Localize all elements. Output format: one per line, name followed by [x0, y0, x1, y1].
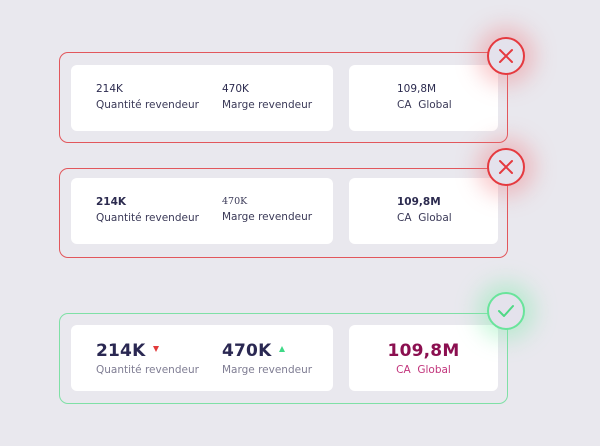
- global-revenue-card: 109,8M CA Global: [349, 178, 498, 244]
- margin-label: Marge revendeur: [222, 211, 313, 223]
- global-revenue-value: 109,8M: [387, 341, 460, 361]
- global-revenue-value: 109,8M: [397, 83, 437, 95]
- margin-value: 470K: [222, 83, 249, 95]
- quantity-metric: 214K Quantité revendeur: [96, 341, 199, 376]
- margin-metric: 470K Marge revendeur: [222, 341, 312, 376]
- quantity-value: 214K: [96, 196, 127, 208]
- reseller-kpi-card: 214K Quantité revendeur 470K Marge reven…: [71, 325, 333, 391]
- trend-up-icon: [279, 346, 286, 352]
- kpi-example-correct: 214K Quantité revendeur 470K Marge reven…: [59, 313, 508, 404]
- global-revenue-label: CA Global: [396, 364, 451, 376]
- global-revenue-value: 109,8M: [397, 196, 441, 208]
- margin-label: Marge revendeur: [222, 364, 313, 376]
- global-revenue-label: CA Global: [397, 99, 452, 111]
- x-icon: [487, 37, 525, 75]
- global-revenue-card: 109,8M CA Global: [349, 325, 498, 391]
- quantity-value-row: 214K: [96, 341, 199, 361]
- kpi-example-incorrect-1: 214K Quantité revendeur 470K Marge reven…: [59, 52, 508, 143]
- reseller-kpi-card: 214K Quantité revendeur 470K Marge reven…: [71, 65, 333, 131]
- global-revenue-metric: 109,8M CA Global: [397, 196, 452, 224]
- quantity-value: 214K: [96, 341, 146, 361]
- global-revenue-card: 109,8M CA Global: [349, 65, 498, 131]
- margin-metric: 470K Marge revendeur: [222, 196, 312, 223]
- margin-value-row: 470K: [222, 341, 312, 361]
- global-revenue-label: CA Global: [397, 212, 452, 224]
- quantity-metric: 214K Quantité revendeur: [96, 83, 199, 111]
- quantity-metric: 214K Quantité revendeur: [96, 196, 199, 224]
- check-icon: [487, 292, 525, 330]
- global-revenue-metric: 109,8M CA Global: [397, 83, 452, 111]
- quantity-label: Quantité revendeur: [96, 212, 199, 224]
- kpi-example-incorrect-2: 214K Quantité revendeur 470K Marge reven…: [59, 168, 508, 258]
- margin-value: 470K: [222, 341, 272, 361]
- margin-value: 470K: [222, 196, 248, 207]
- trend-down-icon: [153, 346, 160, 352]
- x-icon: [487, 148, 525, 186]
- global-revenue-metric: 109,8M CA Global: [349, 341, 498, 376]
- margin-metric: 470K Marge revendeur: [222, 83, 312, 111]
- margin-label: Marge revendeur: [222, 99, 313, 111]
- quantity-value: 214K: [96, 83, 123, 95]
- quantity-label: Quantité revendeur: [96, 364, 199, 376]
- quantity-label: Quantité revendeur: [96, 99, 199, 111]
- reseller-kpi-card: 214K Quantité revendeur 470K Marge reven…: [71, 178, 333, 244]
